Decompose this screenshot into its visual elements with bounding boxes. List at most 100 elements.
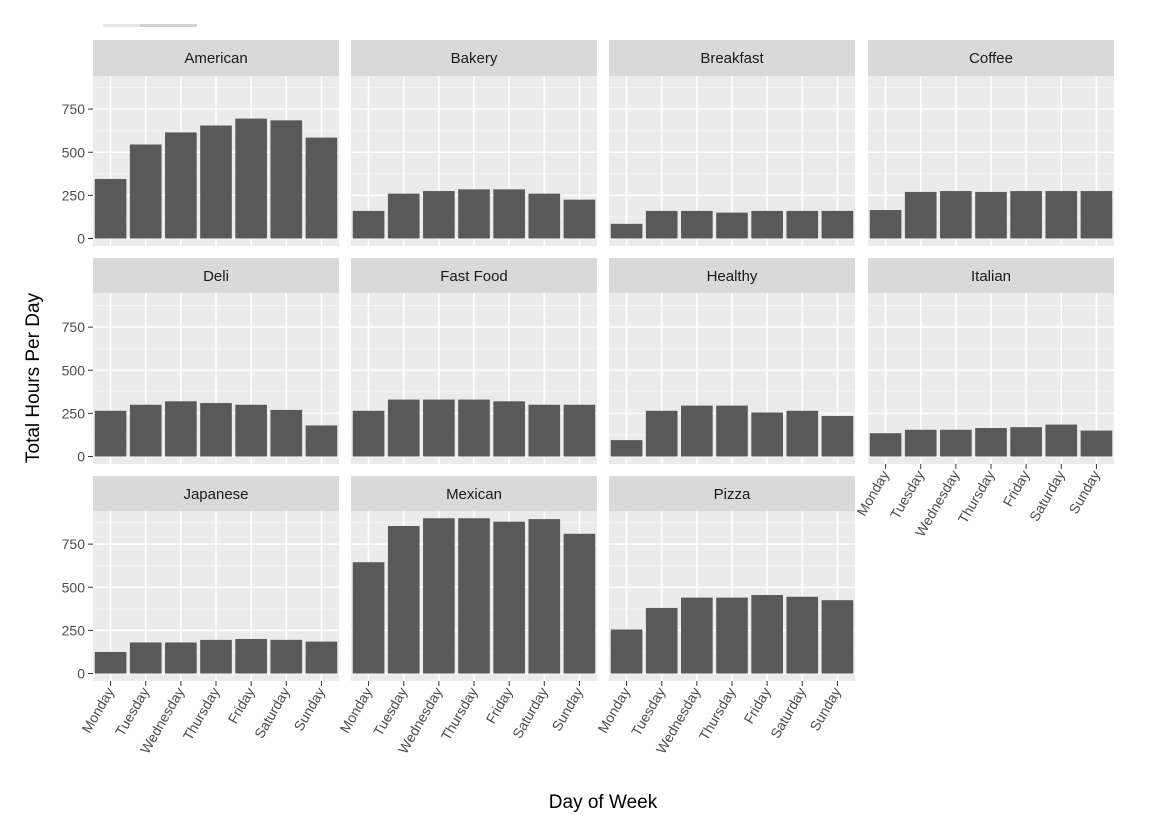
strip-label-american: American (184, 50, 247, 67)
bar-fast-food-tuesday (387, 399, 420, 457)
bar-coffee-sunday (1080, 191, 1113, 239)
bar-american-sunday (305, 137, 338, 239)
strip-coffee (868, 40, 1114, 76)
bar-healthy-monday (610, 440, 643, 457)
panel-deli: Deli 0 250 500 750 (62, 258, 339, 465)
panel-bakery: Bakery (351, 40, 597, 246)
bar-fast-food-wednesday (423, 399, 455, 457)
bar-healthy-saturday (786, 410, 819, 457)
panel-fast-food: Fast Food (351, 258, 597, 464)
bar-breakfast-thursday (716, 212, 748, 239)
bar-breakfast-wednesday (681, 210, 713, 239)
bar-italian-monday (869, 433, 902, 457)
y-tick-label: 0 (77, 666, 85, 682)
strip-label-japanese: Japanese (183, 486, 248, 503)
bar-mexican-tuesday (387, 526, 420, 674)
panel-japanese: Japanese0250500750MondayTuesdayWednesday… (62, 476, 339, 756)
strip-healthy (609, 258, 855, 293)
bar-breakfast-friday (751, 210, 783, 239)
bar-japanese-friday (235, 639, 267, 674)
bar-bakery-saturday (528, 193, 561, 239)
bar-american-thursday (200, 125, 232, 239)
bar-bakery-friday (493, 189, 525, 239)
y-tick-label: 750 (62, 101, 86, 117)
strip-label-italian: Italian (971, 268, 1011, 285)
bar-italian-wednesday (940, 429, 972, 457)
bar-fast-food-friday (493, 401, 525, 457)
x-tick-label-sunday: Sunday (1065, 468, 1103, 517)
bar-breakfast-sunday (821, 210, 854, 239)
strip-label-coffee: Coffee (969, 50, 1013, 67)
y-tick-label: 500 (62, 579, 86, 595)
bar-american-friday (235, 118, 267, 239)
bar-italian-thursday (975, 428, 1007, 457)
bar-italian-sunday (1080, 430, 1113, 457)
bar-bakery-sunday (563, 199, 596, 239)
bar-american-wednesday (165, 132, 197, 239)
bar-bakery-tuesday (387, 193, 420, 239)
strip-fast-food (351, 258, 597, 293)
bar-deli-sunday (305, 425, 338, 457)
panel-american: American 0 250 500 750 (62, 40, 339, 247)
bar-japanese-monday (94, 651, 127, 674)
bar-coffee-wednesday (940, 191, 972, 239)
panel-healthy: Healthy (609, 258, 855, 464)
bar-coffee-monday (869, 210, 902, 239)
bar-mexican-monday (352, 562, 385, 674)
bar-mexican-sunday (563, 533, 596, 674)
x-tick-label-sunday: Sunday (290, 685, 328, 734)
faint-header-mark-dark (140, 24, 197, 27)
bar-pizza-monday (610, 629, 643, 674)
bar-healthy-thursday (716, 405, 748, 457)
strip-japanese (93, 476, 339, 511)
y-tick-label: 750 (62, 536, 86, 552)
x-tick-label-monday: Monday (336, 685, 375, 736)
bar-italian-tuesday (904, 429, 937, 457)
x-tick-label-monday: Monday (78, 685, 117, 736)
y-tick-label: 250 (62, 187, 86, 203)
bar-italian-saturday (1045, 424, 1078, 457)
bar-bakery-monday (352, 210, 385, 239)
bar-mexican-saturday (528, 519, 561, 674)
bar-breakfast-monday (610, 223, 643, 239)
bar-deli-saturday (270, 409, 303, 457)
bar-japanese-thursday (200, 639, 232, 674)
y-tick-label: 0 (77, 449, 85, 465)
bar-japanese-saturday (270, 639, 303, 674)
strip-label-pizza: Pizza (714, 486, 751, 503)
y-tick-label: 250 (62, 622, 86, 638)
x-tick-label-sunday: Sunday (806, 685, 844, 734)
bar-pizza-tuesday (645, 607, 678, 674)
bar-deli-friday (235, 404, 267, 457)
x-tick-label-monday: Monday (853, 468, 892, 519)
bar-fast-food-sunday (563, 404, 596, 457)
strip-breakfast (609, 40, 855, 76)
x-tick-label-friday: Friday (482, 685, 515, 727)
strip-label-mexican: Mexican (446, 486, 502, 503)
facet-panels: American 0 250 500 750 Bakery Breakfast Coffee D… (62, 40, 1114, 756)
x-tick-label-friday: Friday (999, 468, 1032, 510)
bar-fast-food-monday (352, 410, 385, 457)
y-tick-label: 500 (62, 144, 86, 160)
bar-healthy-sunday (821, 415, 854, 457)
bar-bakery-thursday (458, 189, 490, 239)
bar-deli-monday (94, 410, 127, 457)
strip-label-fast-food: Fast Food (440, 268, 508, 285)
bar-healthy-tuesday (645, 410, 678, 457)
strip-mexican (351, 476, 597, 511)
bar-deli-wednesday (165, 401, 197, 457)
bar-healthy-wednesday (681, 405, 713, 457)
x-axis-title: Day of Week (549, 792, 658, 813)
bar-coffee-tuesday (904, 191, 937, 239)
strip-deli (93, 258, 339, 293)
x-tick-label-friday: Friday (740, 685, 773, 727)
strip-label-deli: Deli (203, 268, 229, 285)
y-tick-label: 500 (62, 362, 86, 378)
bar-fast-food-saturday (528, 404, 561, 457)
bar-mexican-thursday (458, 518, 490, 674)
x-tick-label-monday: Monday (594, 685, 633, 736)
